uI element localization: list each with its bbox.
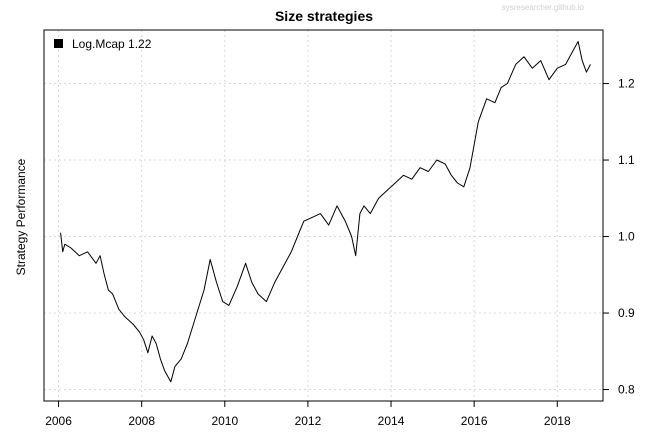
- legend-swatch: [54, 39, 63, 48]
- watermark: sysresearcher.github.io: [501, 3, 584, 12]
- x-tick-label: 2012: [295, 414, 322, 428]
- series-line: [60, 41, 591, 383]
- legend-label: Log.Mcap 1.22: [72, 37, 152, 51]
- y-tick-label: 1.0: [618, 230, 635, 244]
- x-tick-label: 2006: [45, 414, 72, 428]
- chart-title: Size strategies: [275, 8, 373, 24]
- y-axis-label: Strategy Performance: [14, 158, 28, 275]
- plot-frame: [43, 29, 604, 402]
- x-tick-label: 2010: [211, 414, 238, 428]
- y-tick-label: 0.9: [618, 306, 635, 320]
- axes: 2006 2008 2010 2012 2014 2016 2018 0.8 0.9 1.0 1.1…: [45, 77, 635, 428]
- y-tick-label: 0.8: [618, 383, 635, 397]
- x-tick-label: 2014: [378, 414, 405, 428]
- y-tick-label: 1.1: [618, 153, 635, 167]
- series-layer: [60, 41, 591, 383]
- y-tick-label: 1.2: [618, 77, 635, 91]
- legend: Log.Mcap 1.22: [54, 37, 152, 51]
- grid: [44, 30, 603, 401]
- x-tick-label: 2018: [544, 414, 571, 428]
- x-tick-label: 2008: [128, 414, 155, 428]
- x-tick-label: 2016: [461, 414, 488, 428]
